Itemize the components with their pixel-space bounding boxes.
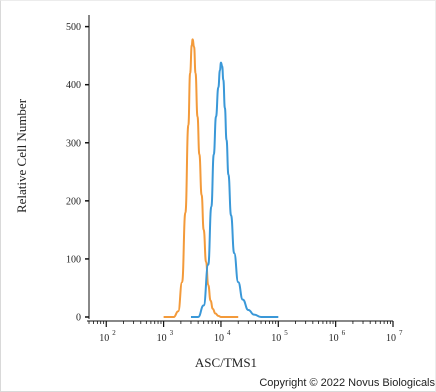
y-tick-label: 300 xyxy=(66,138,81,149)
x-tick-exponent: 5 xyxy=(284,329,288,337)
x-tick-label: 10 xyxy=(157,333,167,344)
x-tick-label: 10 xyxy=(386,333,396,344)
x-tick-label: 10 xyxy=(271,333,281,344)
series-layer xyxy=(163,38,279,319)
y-tick-label: 0 xyxy=(76,313,81,324)
series-line-2 xyxy=(190,61,279,319)
y-axis-label: Relative Cell Number xyxy=(14,98,29,213)
y-tick-label: 500 xyxy=(66,22,81,33)
y-tick-label: 200 xyxy=(66,196,81,207)
copyright-text: Copyright © 2022 Novus Biologicals xyxy=(259,377,435,389)
x-tick-exponent: 7 xyxy=(399,329,403,337)
x-tick-label: 10 xyxy=(99,333,109,344)
x-tick-exponent: 4 xyxy=(227,329,231,337)
x-tick-exponent: 3 xyxy=(170,329,174,337)
x-axis-label: ASC/TMS1 xyxy=(195,355,257,370)
x-tick-label: 10 xyxy=(214,333,224,344)
y-tick-label: 400 xyxy=(66,80,81,91)
x-tick-label: 10 xyxy=(329,333,339,344)
series-line-1 xyxy=(163,38,239,319)
x-tick-exponent: 2 xyxy=(112,329,116,337)
x-tick-exponent: 6 xyxy=(342,329,346,337)
y-tick-label: 100 xyxy=(66,254,81,265)
